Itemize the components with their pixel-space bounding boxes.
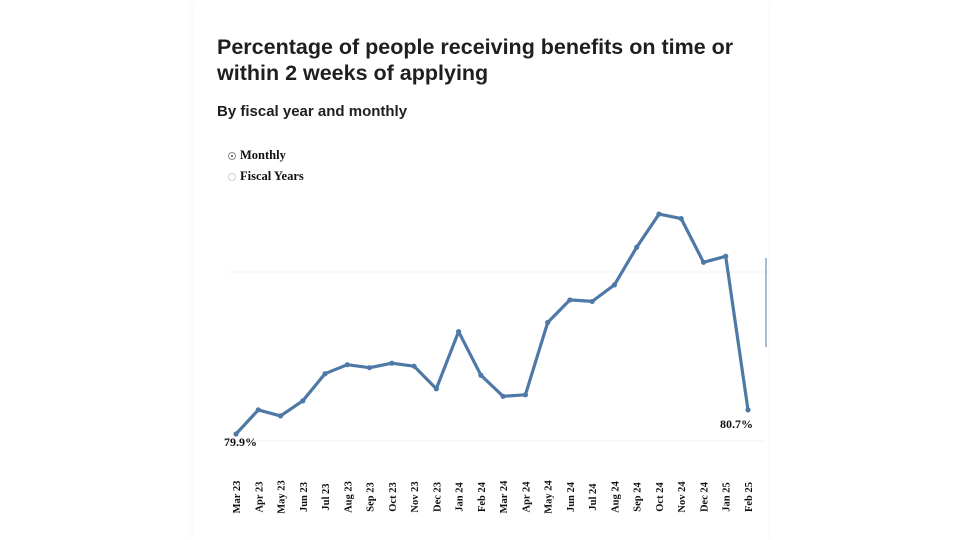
data-point [656,211,662,217]
x-tick-label: Feb 25 [744,482,755,512]
data-point [567,297,573,303]
x-tick-label: Oct 23 [388,482,399,511]
data-point [322,371,328,377]
x-tick-label: Nov 24 [677,481,688,513]
fiscal-years-radio-label: Fiscal Years [240,169,304,183]
monthly-radio-label: Monthly [240,148,286,162]
data-point [678,216,684,222]
x-tick-label: May 23 [277,480,288,514]
x-tick-label: Sep 24 [633,482,644,512]
x-tick-label: Jun 24 [566,481,577,512]
x-tick-label: Nov 23 [410,481,421,512]
x-tick-label: May 24 [544,479,555,513]
x-tick-label: Mar 24 [499,480,510,514]
x-tick-label: Apr 23 [254,481,265,512]
x-tick-label: Apr 24 [521,481,532,513]
data-point [366,365,373,371]
data-point [545,319,551,326]
data-point [634,244,640,250]
data-point [233,431,239,437]
x-tick-label: Jan 25 [722,482,733,511]
data-point [411,363,417,369]
data-point [700,259,707,265]
x-tick-label: Feb 24 [477,481,488,512]
x-tick-label: Dec 23 [432,482,443,512]
data-point [611,282,618,288]
x-tick-label: Jul 24 [588,483,599,511]
chart-title: Percentage of people receiving benefits … [217,35,734,85]
x-tick-label: Mar 23 [232,481,243,514]
data-point [389,360,395,366]
fiscal-years-radio-option[interactable]: Fiscal Years [228,169,304,184]
data-point [255,407,261,413]
x-tick-label: Aug 23 [343,481,354,513]
data-point [300,398,306,404]
data-point [723,253,729,259]
data-label: 79.9% [224,435,257,449]
data-point [589,298,595,305]
x-tick-label: Oct 24 [655,482,666,512]
data-point [456,328,462,335]
x-tick-label: Jan 24 [455,482,466,512]
data-point [745,407,751,413]
x-tick-label: Sep 23 [366,482,377,511]
radio-selected-icon [228,151,236,160]
data-point [522,392,528,398]
data-point [500,393,506,399]
data-point [277,413,284,419]
chart-subtitle: By fiscal year and monthly [217,103,408,120]
radio-unselected-icon [228,172,236,181]
data-label: 80.7% [720,417,753,431]
chart-card [193,0,768,540]
x-tick-label: Dec 24 [699,481,710,512]
data-point [433,386,439,392]
data-point [478,372,484,378]
x-tick-label: Jun 23 [299,482,310,512]
series-line [234,212,750,436]
x-tick-label: Aug 24 [610,480,621,513]
data-point [344,362,350,368]
monthly-radio-option[interactable]: Monthly [228,148,286,163]
x-tick-label: Jul 23 [321,483,332,510]
